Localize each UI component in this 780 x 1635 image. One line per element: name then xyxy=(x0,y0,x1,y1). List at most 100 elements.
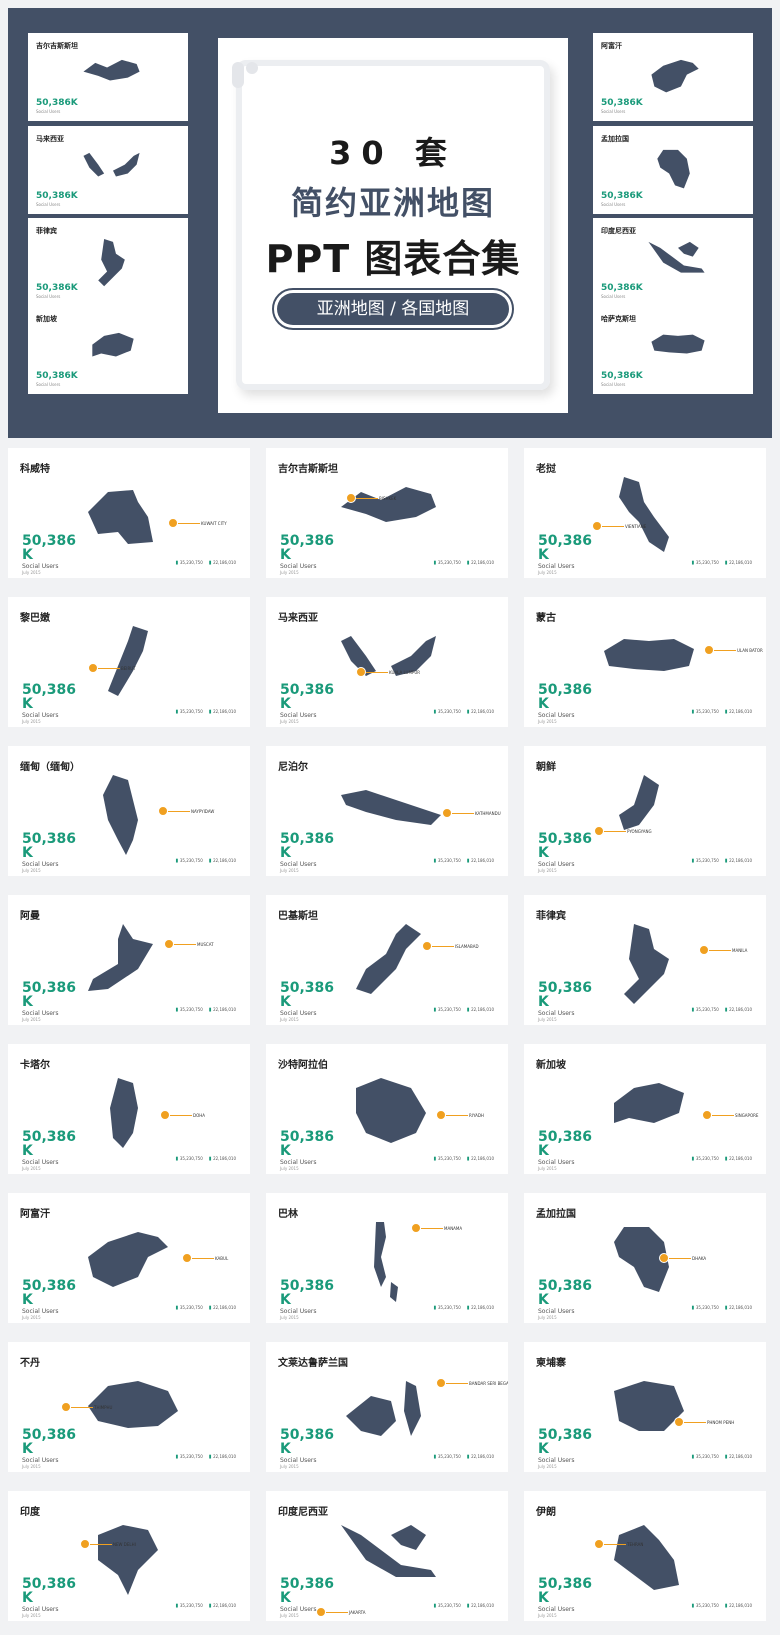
country-slide-card: 菲律宾 MANILA 50,386 K Social Users July 20… xyxy=(524,895,766,1025)
preview-subtitle: Social Users xyxy=(601,109,626,114)
pin-leader-line xyxy=(71,1407,93,1408)
stat-male: 35,230,750 xyxy=(434,858,461,864)
stat-female: 22,186,010 xyxy=(209,1454,236,1460)
stat-male: 35,230,750 xyxy=(434,1007,461,1013)
metric-date: July 2015 xyxy=(280,1017,299,1022)
metric-subtitle: Social Users xyxy=(280,1606,317,1613)
metric-date: July 2015 xyxy=(538,1613,557,1618)
location-pin-icon xyxy=(80,1539,90,1549)
stat-male: 35,230,750 xyxy=(434,1603,461,1609)
capital-label: PYONGYANG xyxy=(627,829,652,834)
stats-row: 35,230,750 22,186,010 xyxy=(176,1305,236,1311)
location-pin-icon xyxy=(659,1253,669,1263)
country-title: 伊朗 xyxy=(536,1507,556,1518)
country-map-shape xyxy=(92,332,134,357)
pin-leader-line xyxy=(446,1115,468,1116)
preview-subtitle: Social Users xyxy=(601,294,626,299)
preview-subtitle: Social Users xyxy=(601,382,626,387)
stat-female: 22,186,010 xyxy=(725,1007,752,1013)
country-map-shape xyxy=(88,1232,168,1287)
metric-date: July 2015 xyxy=(280,1464,299,1469)
stat-female: 22,186,010 xyxy=(209,1305,236,1311)
metric-subtitle: Social Users xyxy=(538,1308,575,1315)
location-pin-icon xyxy=(704,645,714,655)
metric-date: July 2015 xyxy=(280,868,299,873)
stats-row: 35,230,750 22,186,010 xyxy=(434,1603,494,1609)
metric-subtitle: Social Users xyxy=(538,1010,575,1017)
country-slide-card: 阿曼 MUSCAT 50,386 K Social Users July 201… xyxy=(8,895,250,1025)
location-pin-icon xyxy=(699,945,709,955)
country-title: 菲律宾 xyxy=(536,911,566,922)
pin-leader-line xyxy=(604,831,626,832)
metric-subtitle: Social Users xyxy=(22,1010,59,1017)
country-title: 沙特阿拉伯 xyxy=(278,1060,328,1071)
country-slide-card: 朝鲜 PYONGYANG 50,386 K Social Users July … xyxy=(524,746,766,876)
pin-leader-line xyxy=(356,498,378,499)
country-map-shape xyxy=(341,790,441,825)
country-map-shape xyxy=(657,149,690,189)
country-map-shape xyxy=(341,1525,436,1577)
stats-row: 35,230,750 22,186,010 xyxy=(692,560,752,566)
stats-row: 35,230,750 22,186,010 xyxy=(176,1007,236,1013)
metric-date: July 2015 xyxy=(538,570,557,575)
country-slide-card: 印度尼西亚 JAKARTA 50,386 K Social Users July… xyxy=(266,1491,508,1621)
stat-female: 22,186,010 xyxy=(467,1007,494,1013)
country-map-shape xyxy=(108,626,148,696)
preview-value: 50,386K xyxy=(36,283,78,293)
country-map-shape xyxy=(374,1222,398,1302)
metric-value: 50,386 K xyxy=(538,980,593,1010)
capital-label: NAYPYIDAW xyxy=(191,809,215,814)
stats-row: 35,230,750 22,186,010 xyxy=(692,1305,752,1311)
country-map-shape xyxy=(88,1381,178,1428)
pin-leader-line xyxy=(446,1383,468,1384)
pin-leader-line xyxy=(604,1544,626,1545)
country-slide-card: 老挝 VIENTIANE 50,386 K Social Users July … xyxy=(524,448,766,578)
capital-label: DOHA xyxy=(193,1113,205,1118)
stat-female: 22,186,010 xyxy=(467,560,494,566)
stat-male: 35,230,750 xyxy=(434,709,461,715)
preview-thumbnail: 菲律宾 50,386K Social Users xyxy=(28,218,188,306)
stat-female: 22,186,010 xyxy=(467,1305,494,1311)
location-pin-icon xyxy=(442,808,452,818)
metric-value: 50,386 K xyxy=(538,1129,593,1159)
country-map-shape xyxy=(83,59,140,81)
country-slide-card: 孟加拉国 DHAKA 50,386 K Social Users July 20… xyxy=(524,1193,766,1323)
metric-date: July 2015 xyxy=(280,719,299,724)
country-map-shape xyxy=(614,1525,679,1590)
location-pin-icon xyxy=(88,663,98,673)
stat-female: 22,186,010 xyxy=(467,709,494,715)
hero-title-main: 简约亚洲地图 xyxy=(290,184,495,222)
metric-date: July 2015 xyxy=(538,719,557,724)
metric-value: 50,386 K xyxy=(280,980,335,1010)
stats-row: 35,230,750 22,186,010 xyxy=(692,1156,752,1162)
country-slide-card: 科威特 KUWAIT CITY 50,386 K Social Users Ju… xyxy=(8,448,250,578)
pin-leader-line xyxy=(669,1258,691,1259)
stat-male: 35,230,750 xyxy=(692,1603,719,1609)
country-slide-card: 不丹 THIMPHU 50,386 K Social Users July 20… xyxy=(8,1342,250,1472)
stat-male: 35,230,750 xyxy=(176,1454,203,1460)
preview-value: 50,386K xyxy=(36,191,78,201)
country-title: 马来西亚 xyxy=(278,613,318,624)
metric-value: 50,386 K xyxy=(538,533,593,563)
stat-female: 22,186,010 xyxy=(725,858,752,864)
metric-value: 50,386 K xyxy=(280,1427,335,1457)
pin-leader-line xyxy=(178,523,200,524)
preview-title: 马来西亚 xyxy=(36,134,64,143)
hero-banner: 30 套 简约亚洲地图 PPT 图表合集 亚洲地图 / 各国地图 吉尔吉斯斯坦 … xyxy=(8,8,772,438)
stat-male: 35,230,750 xyxy=(176,560,203,566)
metric-subtitle: Social Users xyxy=(538,861,575,868)
country-title: 新加坡 xyxy=(536,1060,566,1071)
metric-date: July 2015 xyxy=(538,1166,557,1171)
stat-male: 35,230,750 xyxy=(692,560,719,566)
metric-subtitle: Social Users xyxy=(280,1457,317,1464)
metric-subtitle: Social Users xyxy=(538,1606,575,1613)
capital-label: ISLAMABAD xyxy=(455,944,479,949)
preview-title: 孟加拉国 xyxy=(601,134,629,143)
metric-date: July 2015 xyxy=(538,868,557,873)
preview-subtitle: Social Users xyxy=(36,382,61,387)
metric-value: 50,386 K xyxy=(280,533,335,563)
country-slide-card: 新加坡 SINGAPORE 50,386 K Social Users July… xyxy=(524,1044,766,1174)
stats-row: 35,230,750 22,186,010 xyxy=(176,709,236,715)
capital-label: BANDAR SERI BEGAWAN xyxy=(469,1381,508,1386)
metric-value: 50,386 K xyxy=(22,1129,77,1159)
